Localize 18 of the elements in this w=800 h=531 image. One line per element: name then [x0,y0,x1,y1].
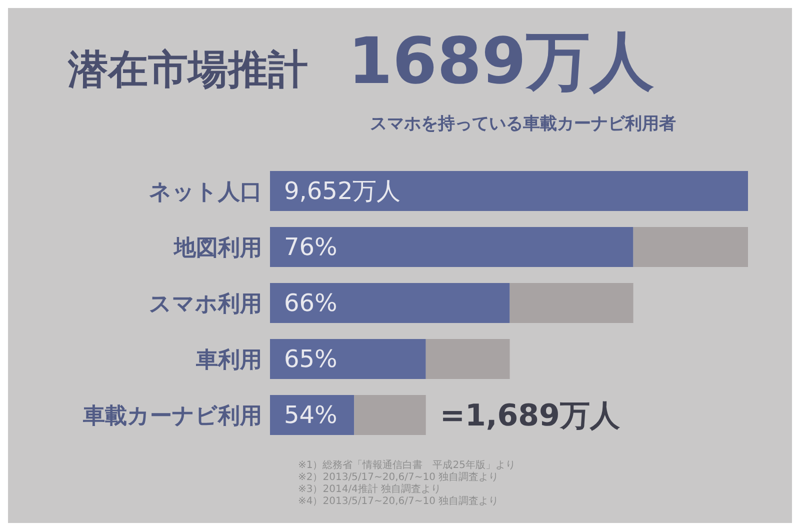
category-label: ネット人口 [149,180,262,205]
text: 1689万人 [348,24,654,101]
category-label: 車載カーナビ利用 [82,404,262,429]
data-label: 76% [284,233,338,261]
data-label: 9,652万人 [284,177,401,205]
data-label: 66% [284,289,338,317]
text: スマホを持っている車載カーナビ利用者 [370,113,676,135]
category-label: スマホ利用 [149,292,262,317]
text: =1,689万人 [440,398,620,434]
data-label: 54% [284,401,338,429]
text: 潜在市場推計 [68,46,308,95]
text: ※1）総務省「情報通信白書 平成25年版」より [298,460,516,472]
data-label: 65% [284,345,338,373]
text: ※3）2014/4推計 独自調査より [298,484,442,496]
category-label: 車利用 [195,348,262,373]
category-label: 地図利用 [173,236,262,261]
text: ※2）2013/5/17~20,6/7~10 独自調査より [298,472,500,484]
text: ※4）2013/5/17~20,6/7~10 独自調査より [298,496,500,508]
